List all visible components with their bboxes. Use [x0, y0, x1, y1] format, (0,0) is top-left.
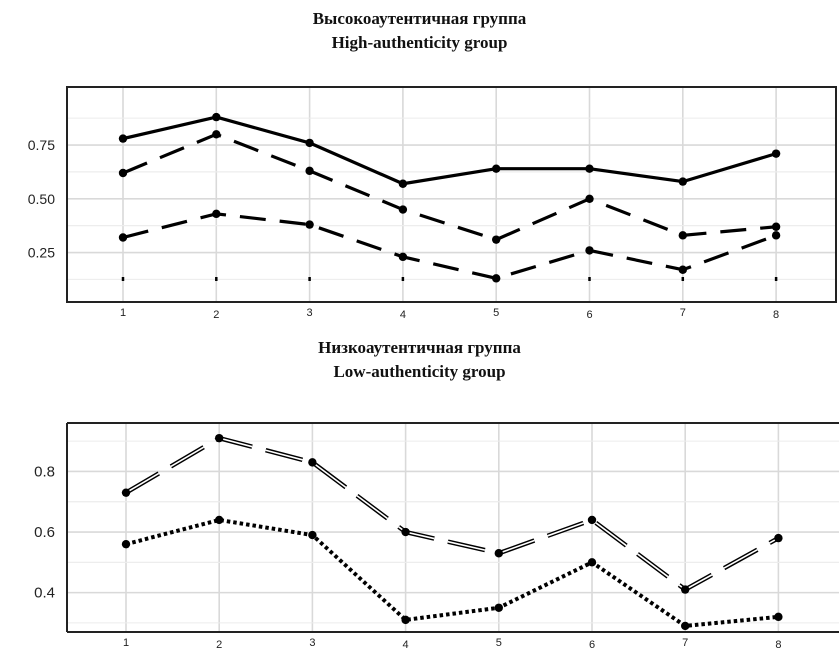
chart1-title: Высокоаутентичная группа	[312, 9, 527, 28]
data-point	[215, 433, 224, 443]
data-point	[398, 252, 408, 262]
y-tick-label: 0.8	[34, 463, 55, 480]
plot-frame	[66, 86, 837, 303]
x-tick-label: 8	[775, 639, 781, 651]
data-point	[678, 231, 687, 240]
series-line	[122, 212, 777, 281]
chart2-svg: 0.4 0.6 0.8 1 2 3 4 5 6 7 8	[34, 422, 839, 651]
data-point	[587, 515, 597, 525]
x-tick-label: 7	[680, 307, 686, 319]
data-point	[118, 134, 128, 143]
chart1-subtitle: High-authenticity group	[331, 33, 508, 52]
data-point	[212, 112, 221, 122]
series-line-inner	[125, 437, 779, 591]
series-line	[122, 115, 777, 186]
data-point	[212, 130, 221, 139]
data-point	[585, 164, 594, 173]
data-point	[774, 612, 783, 622]
data-point	[771, 222, 781, 231]
series-3	[118, 209, 781, 283]
data-point	[118, 233, 128, 242]
data-point	[678, 265, 687, 274]
data-point	[494, 549, 503, 558]
x-tick-label: 3	[307, 307, 313, 319]
data-point	[681, 621, 690, 631]
data-point	[398, 205, 408, 214]
data-point	[585, 246, 594, 255]
x-tick-label: 2	[213, 309, 219, 321]
gridlines	[67, 87, 836, 302]
data-point	[308, 530, 317, 540]
y-tick-label: 0.4	[34, 585, 55, 602]
data-point	[305, 138, 314, 148]
chart1-svg: 0.25 0.50 0.75 1 2 3 4 5 6 7 8	[28, 86, 837, 321]
data-point	[215, 515, 224, 525]
x-tick-label: 4	[400, 309, 406, 321]
x-tick-label: 7	[682, 637, 688, 649]
data-point	[771, 231, 781, 240]
x-tick-label: 2	[216, 639, 222, 651]
data-point	[492, 164, 501, 173]
x-tick-label: 3	[309, 637, 315, 649]
data-point	[678, 177, 687, 186]
x-tick-label: 5	[496, 637, 502, 649]
data-point	[401, 527, 410, 537]
chart2-subtitle: Low-authenticity group	[333, 362, 506, 381]
x-tick-label: 8	[773, 309, 779, 321]
x-tick-label: 4	[403, 639, 409, 651]
y-tick-label: 0.75	[28, 137, 55, 153]
data-point	[587, 558, 597, 567]
data-point	[118, 168, 128, 178]
x-tick-label: 1	[123, 637, 129, 649]
x-tick-label: 6	[589, 639, 595, 651]
series-1	[118, 112, 781, 188]
data-point	[681, 585, 690, 594]
data-point	[398, 179, 408, 188]
data-point	[121, 488, 131, 497]
series-1	[121, 433, 783, 594]
chart2-title: Низкоаутентичная группа	[318, 338, 521, 357]
gridlines	[67, 423, 839, 632]
x-tick-label: 1	[120, 307, 126, 319]
x-tick-label: 5	[493, 307, 499, 319]
series-2	[121, 515, 783, 631]
data-point	[401, 615, 410, 625]
data-point	[305, 220, 314, 229]
series-line	[125, 517, 779, 629]
y-tick-label: 0.6	[34, 524, 55, 541]
series-line	[122, 132, 777, 242]
data-point	[585, 194, 594, 203]
y-tick-label: 0.50	[28, 191, 55, 207]
data-point	[492, 235, 501, 244]
data-point	[308, 458, 317, 467]
data-point	[774, 533, 783, 543]
data-point	[121, 539, 131, 549]
x-tick-label: 6	[586, 309, 592, 321]
series-2	[118, 130, 781, 244]
data-point	[494, 603, 503, 612]
data-point	[305, 166, 314, 176]
series-line	[124, 435, 780, 593]
data-point	[212, 209, 221, 219]
axis-ticks	[121, 277, 778, 281]
data-point	[771, 149, 781, 158]
y-tick-label: 0.25	[28, 245, 55, 261]
